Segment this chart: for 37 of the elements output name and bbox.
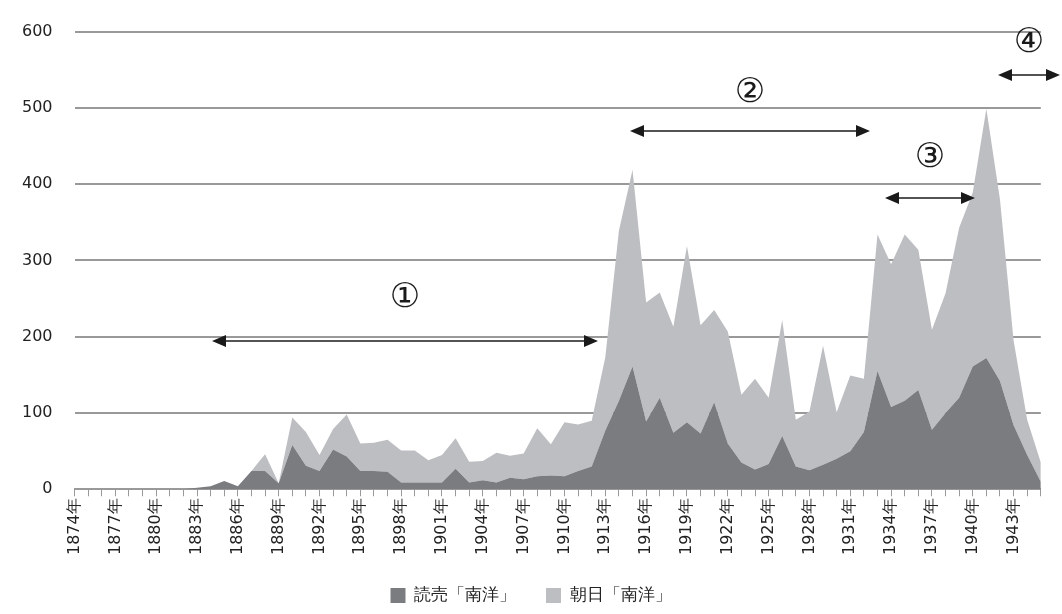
x-tick-label: 1943年 — [1002, 498, 1022, 555]
x-tick-label: 1874年 — [63, 498, 83, 555]
legend-label: 朝日「南洋」 — [569, 583, 672, 604]
y-tick-label: 500 — [21, 97, 53, 117]
x-tick-label: 1892年 — [308, 498, 328, 555]
x-tick-label: 1910年 — [553, 498, 573, 555]
x-tick-label: 1940年 — [961, 498, 981, 555]
y-tick-label: 300 — [21, 249, 53, 269]
y-tick-label: 200 — [21, 325, 53, 345]
annotation: ③ — [914, 134, 946, 175]
x-tick-label: 1904年 — [471, 498, 491, 555]
x-tick-label: 1898年 — [390, 498, 410, 555]
x-tick-label: 1889年 — [267, 498, 287, 555]
x-tick-label: 1928年 — [798, 498, 818, 555]
annotation: ① — [389, 274, 421, 315]
x-tick-label: 1913年 — [594, 498, 614, 555]
annotation: ② — [734, 69, 766, 110]
x-tick-label: 1907年 — [512, 498, 532, 555]
x-tick-label: 1922年 — [716, 498, 736, 555]
x-tick-label: 1937年 — [921, 498, 941, 555]
annotation: ④ — [1013, 19, 1045, 60]
legend-label: 読売「南洋」 — [414, 583, 516, 604]
x-tick-label: 1934年 — [880, 498, 900, 555]
x-tick-label: 1886年 — [227, 498, 247, 555]
x-tick-label: 1877年 — [104, 498, 124, 555]
x-tick-label: 1883年 — [186, 498, 206, 555]
x-tick-label: 1895年 — [349, 498, 369, 555]
y-tick-label: 0 — [42, 478, 53, 498]
x-tick-label: 1931年 — [839, 498, 859, 555]
x-tick-label: 1880年 — [145, 498, 165, 555]
y-tick-label: 600 — [21, 20, 53, 40]
y-tick-label: 400 — [21, 173, 53, 193]
x-tick-label: 1925年 — [757, 498, 777, 555]
y-tick-label: 100 — [21, 402, 53, 422]
x-tick-label: 1916年 — [635, 498, 655, 555]
x-tick-label: 1919年 — [676, 498, 696, 555]
x-tick-label: 1901年 — [431, 498, 451, 555]
